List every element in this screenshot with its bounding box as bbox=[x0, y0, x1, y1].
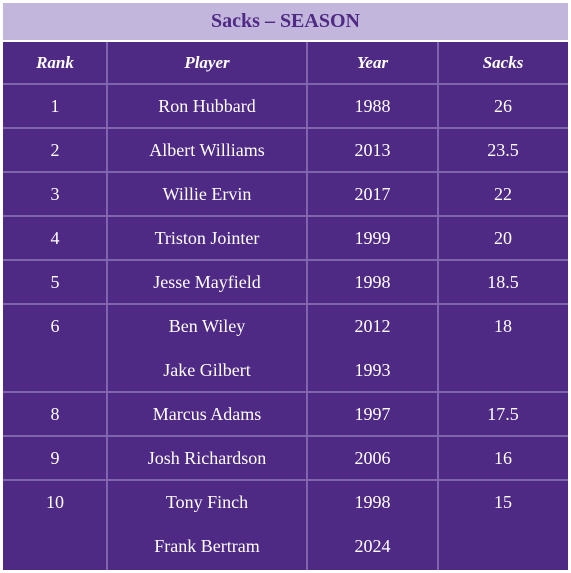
year-cell: 2012 bbox=[354, 315, 391, 336]
column-header: Sacks bbox=[482, 53, 524, 72]
sacks-cell: 22 bbox=[494, 183, 512, 204]
column-header: Year bbox=[356, 53, 389, 72]
rank-cell: 10 bbox=[46, 491, 64, 512]
rank-cell: 6 bbox=[50, 315, 60, 336]
row-separator bbox=[3, 479, 568, 481]
year-cell: 1998 bbox=[354, 491, 391, 512]
column-separator bbox=[437, 42, 439, 570]
year-cell: 1993 bbox=[354, 359, 391, 380]
column-separator bbox=[106, 42, 108, 570]
rank-cell: 3 bbox=[50, 183, 60, 204]
table-title: Sacks – SEASON bbox=[3, 3, 568, 40]
player-cell: Triston Jointer bbox=[154, 227, 260, 248]
rank-cell: 9 bbox=[50, 447, 60, 468]
player-cell: Ben Wiley bbox=[168, 315, 246, 336]
player-cell: Frank Bertram bbox=[154, 535, 260, 556]
player-cell: Jesse Mayfield bbox=[153, 271, 261, 292]
player-cell: Ron Hubbard bbox=[158, 95, 256, 116]
sacks-cell: 23.5 bbox=[487, 139, 519, 160]
year-cell: 2013 bbox=[354, 139, 391, 160]
row-separator bbox=[3, 127, 568, 129]
rank-cell: 8 bbox=[50, 403, 60, 424]
year-cell: 1999 bbox=[354, 227, 391, 248]
player-cell: Willie Ervin bbox=[162, 183, 252, 204]
player-cell: Tony Finch bbox=[165, 491, 249, 512]
sacks-cell: 26 bbox=[494, 95, 512, 116]
year-cell: 1997 bbox=[354, 403, 391, 424]
table: Rank Player Year Sacks 1 26 Ron Hubbard 1988 2 23… bbox=[3, 42, 568, 570]
player-cell: Albert Williams bbox=[149, 139, 265, 160]
sacks-cell: 16 bbox=[494, 447, 512, 468]
player-cell: Josh Richardson bbox=[147, 447, 267, 468]
row-separator bbox=[3, 215, 568, 217]
column-header: Rank bbox=[36, 53, 74, 72]
player-cell: Jake Gilbert bbox=[163, 359, 251, 380]
row-separator bbox=[3, 171, 568, 173]
column-header: Player bbox=[184, 53, 230, 72]
rank-cell: 5 bbox=[50, 271, 60, 292]
sacks-cell: 20 bbox=[494, 227, 512, 248]
sacks-cell: 18.5 bbox=[487, 271, 519, 292]
sacks-cell: 18 bbox=[494, 315, 512, 336]
row-separator bbox=[3, 83, 568, 85]
year-cell: 1988 bbox=[354, 95, 391, 116]
year-cell: 2006 bbox=[354, 447, 391, 468]
column-separator bbox=[306, 42, 308, 570]
row-separator bbox=[3, 391, 568, 393]
year-cell: 2024 bbox=[354, 535, 391, 556]
rank-cell: 2 bbox=[50, 139, 60, 160]
row-separator bbox=[3, 259, 568, 261]
row-separator bbox=[3, 435, 568, 437]
row-separator bbox=[3, 303, 568, 305]
year-cell: 2017 bbox=[354, 183, 391, 204]
rank-cell: 4 bbox=[50, 227, 60, 248]
sacks-cell: 17.5 bbox=[487, 403, 519, 424]
rank-cell: 1 bbox=[50, 95, 60, 116]
year-cell: 1998 bbox=[354, 271, 391, 292]
sacks-cell: 15 bbox=[494, 491, 512, 512]
player-cell: Marcus Adams bbox=[152, 403, 262, 424]
